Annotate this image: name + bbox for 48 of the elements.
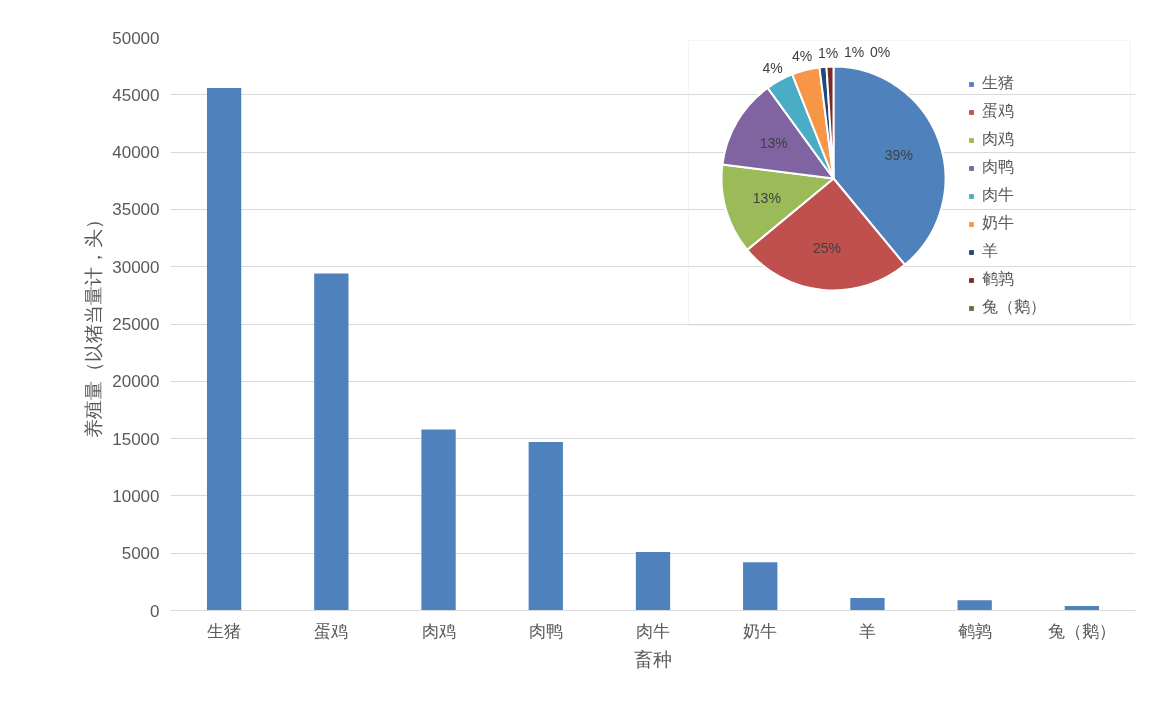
legend-label: 兔（鹅） [982, 297, 1046, 317]
legend-label: 鹌鹑 [982, 269, 1014, 289]
bar [314, 273, 349, 611]
x-tick-label: 兔（鹅） [1047, 621, 1116, 641]
legend-label: 肉牛 [982, 185, 1014, 205]
data-label: 13% [752, 189, 781, 206]
text: 0% [869, 43, 891, 60]
x-tick-label: 肉鸭 [528, 621, 563, 641]
x-tick-label: 蛋鸡 [314, 621, 349, 641]
x-tick-label: 奶牛 [743, 621, 778, 641]
bar [421, 429, 456, 611]
bar [635, 552, 671, 611]
legend-label: 奶牛 [982, 213, 1014, 233]
y-tick-label: 10000 [112, 486, 160, 506]
x-axis-title: 畜种 [634, 648, 672, 670]
data-label: 39% [884, 146, 913, 163]
y-tick-label: 30000 [112, 257, 160, 277]
legend-label: 生猪 [982, 73, 1014, 93]
y-tick-label: 35000 [112, 200, 160, 220]
data-label: 1% [817, 44, 839, 61]
y-tick-label: 15000 [112, 429, 160, 449]
y-tick-label: 40000 [112, 143, 160, 163]
legend-label: 蛋鸡 [982, 101, 1014, 121]
x-tick-label: 羊 [858, 621, 876, 641]
legend-label: 肉鸡 [982, 129, 1014, 149]
bar [528, 442, 563, 611]
bar [957, 600, 992, 611]
data-label: 13% [759, 135, 788, 152]
x-tick-label: 鹌鹑 [957, 621, 992, 641]
x-tick-label: 肉鸡 [421, 621, 456, 641]
data-label: 4% [791, 47, 813, 64]
data-label: 1% [843, 44, 865, 60]
y-tick-label: 50000 [112, 28, 160, 48]
data-label: 4% [762, 59, 783, 76]
y-axis-title: 养殖量（以猪当量计，头） [83, 210, 105, 438]
y-tick-label: 0 [150, 601, 160, 621]
y-tick-label: 5000 [121, 544, 160, 564]
legend-label: 肉鸭 [982, 157, 1014, 177]
y-tick-label: 45000 [112, 85, 160, 105]
data-label: 25% [812, 239, 841, 256]
legend-label: 羊 [982, 241, 999, 261]
bar [743, 562, 778, 611]
y-tick-label: 25000 [112, 315, 160, 334]
bar [206, 87, 242, 611]
y-tick-label: 20000 [112, 372, 160, 392]
x-tick-label: 肉牛 [636, 621, 670, 641]
bar [850, 597, 885, 611]
x-tick-label: 生猪 [207, 621, 242, 641]
